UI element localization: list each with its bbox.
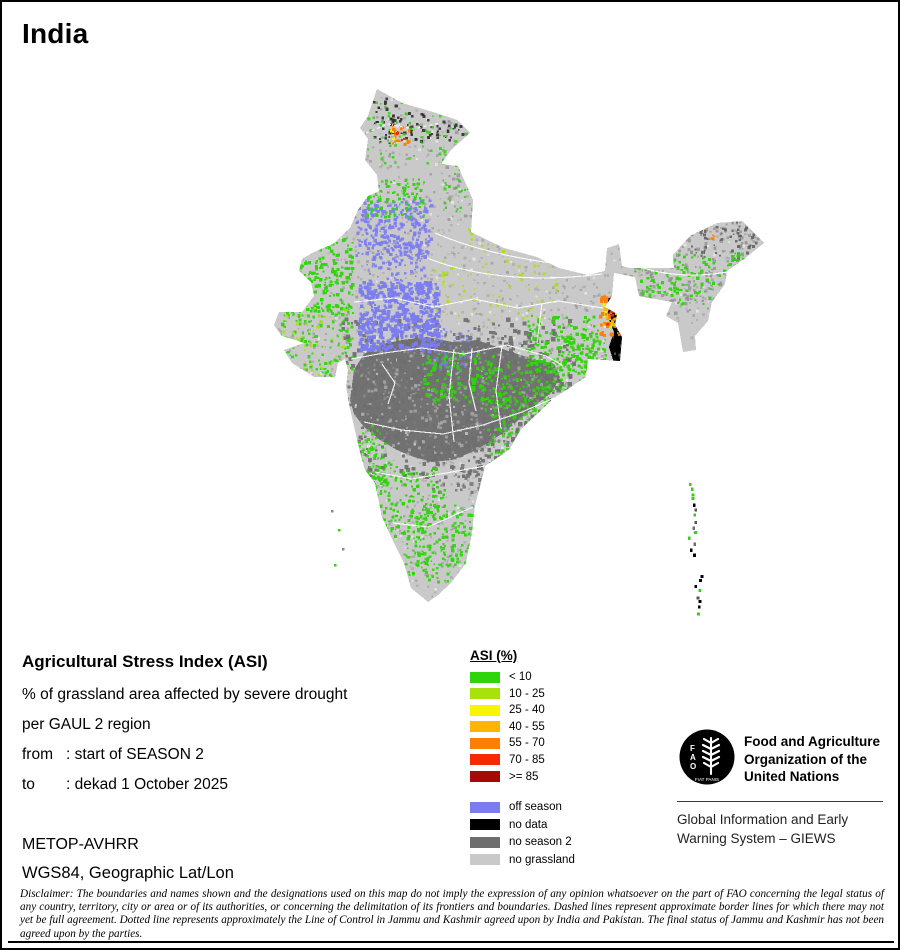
disclaimer-text: Disclaimer: The boundaries and names sho… [20, 888, 884, 940]
legend-label: off season [509, 801, 562, 814]
giews-line: Global Information and Early [677, 812, 849, 827]
legend: ASI (%) < 10 10 - 25 25 - 40 40 - 55 55 … [470, 648, 630, 871]
asi-subtitle-1: % of grassland area affected by severe d… [22, 686, 348, 703]
legend-swatch [470, 771, 500, 783]
period-from: from : start of SEASON 2 [22, 746, 204, 764]
fao-letter: A [690, 753, 696, 762]
legend-row: no data [470, 819, 630, 831]
from-value: : start of SEASON 2 [66, 746, 204, 763]
legend-row: off season [470, 801, 630, 813]
period-to: to : dekad 1 October 2025 [22, 776, 228, 794]
fao-org-line: Organization of the [744, 751, 867, 767]
page-title: India [22, 18, 89, 49]
legend-swatch [470, 754, 500, 766]
legend-row: 40 - 55 [470, 721, 630, 733]
legend-swatch [470, 737, 500, 749]
legend-label: < 10 [509, 671, 532, 683]
legend-row: 25 - 40 [470, 704, 630, 716]
fao-divider [677, 801, 883, 802]
legend-label: no grassland [509, 853, 575, 866]
fao-org-line: United Nations [744, 769, 840, 784]
legend-swatch [470, 671, 500, 683]
bottom-rule [8, 941, 894, 943]
legend-swatch [470, 801, 500, 813]
legend-label: 10 - 25 [509, 687, 545, 700]
legend-gap [470, 787, 630, 801]
legend-swatch [470, 819, 500, 831]
fao-org-line: Food and Agriculture [744, 734, 880, 749]
fao-motto: FIAT PANIS [695, 777, 719, 782]
legend-row: no grassland [470, 854, 630, 866]
giews-line: Warning System – GIEWS [677, 830, 836, 846]
legend-label: no data [509, 818, 548, 831]
legend-title: ASI (%) [470, 648, 518, 663]
andaman-nicobar-islands [331, 482, 704, 616]
india-asi-map [274, 89, 764, 616]
legend-row: no season 2 [470, 836, 630, 848]
legend-label: 70 - 85 [509, 753, 545, 766]
sensor-name: METOP-AVHRR [22, 836, 139, 853]
legend-row: 55 - 70 [470, 737, 630, 749]
legend-row: 70 - 85 [470, 754, 630, 766]
legend-label: >= 85 [509, 770, 539, 783]
legend-row: >= 85 [470, 771, 630, 783]
from-label: from [22, 746, 53, 763]
legend-swatch [470, 836, 500, 848]
asi-subtitle-2: per GAUL 2 region [22, 716, 151, 733]
legend-label: no season 2 [509, 836, 572, 849]
legend-swatch [470, 721, 500, 733]
line-of-control-dotted [365, 122, 441, 134]
to-label: to [22, 776, 35, 793]
projection-name: WGS84, Geographic Lat/Lon [22, 864, 234, 882]
legend-label: 40 - 55 [509, 720, 545, 733]
india-landmass [274, 89, 764, 602]
legend-row: 10 - 25 [470, 688, 630, 700]
legend-swatch [470, 688, 500, 700]
legend-row: < 10 [470, 671, 630, 683]
fao-org-name: Food and Agriculture Organization of the… [744, 733, 880, 786]
legend-swatch [470, 704, 500, 716]
fao-letter: O [690, 762, 696, 771]
legend-label: 25 - 40 [509, 704, 545, 717]
asi-heading: Agricultural Stress Index (ASI) [22, 652, 268, 671]
fao-logo-icon: F A O FIAT PANIS [679, 729, 735, 785]
legend-label: 55 - 70 [509, 737, 545, 750]
giews-label: Global Information and Early Warning Sys… [677, 811, 848, 848]
to-value: : dekad 1 October 2025 [66, 776, 229, 793]
legend-swatch [470, 854, 500, 866]
fao-letter: F [690, 744, 695, 753]
